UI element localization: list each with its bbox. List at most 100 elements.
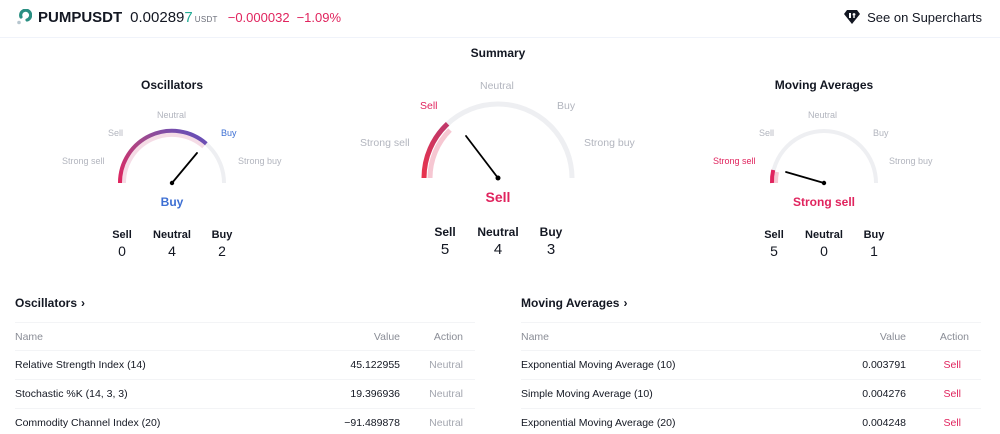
see-on-supercharts-button[interactable]: See on Supercharts — [843, 9, 982, 25]
moving-averages-gauge — [769, 129, 878, 186]
row-value: 0.004248 — [862, 417, 906, 429]
column-name-header: Name — [15, 330, 44, 343]
column-action-header: Action — [939, 330, 969, 343]
row-action: Neutral — [429, 388, 463, 400]
count-label: Sell — [434, 225, 456, 239]
summary-needle — [465, 135, 499, 179]
oscillators-counts: Sell 0 Neutral 4 Buy 2 — [97, 229, 247, 259]
summary-label-neutral: Neutral — [480, 80, 514, 92]
price-change-pct: −1.09% — [296, 10, 342, 25]
table-row: Relative Strength Index (14) 45.122955 N… — [15, 351, 475, 380]
oscillators-needle — [171, 152, 198, 184]
row-action: Sell — [943, 388, 961, 400]
oscillators-table-title: Oscillators — [15, 296, 78, 310]
table-row: Exponential Moving Average (20) 0.004248… — [521, 409, 981, 434]
row-value: 45.122955 — [350, 359, 400, 371]
count-label: Neutral — [477, 225, 519, 239]
moving-averages-needle — [785, 171, 825, 184]
count-label: Sell — [764, 229, 784, 241]
moving-averages-label-neutral: Neutral — [808, 110, 838, 120]
table-row: Stochastic %K (14, 3, 3) 19.396936 Neutr… — [15, 380, 475, 409]
moving-averages-counts: Sell 5 Neutral 0 Buy 1 — [749, 229, 899, 259]
count-label: Neutral — [153, 229, 191, 241]
moving-averages-count-neutral: Neutral 0 — [799, 229, 849, 259]
row-action: Neutral — [429, 359, 463, 371]
summary-count-neutral: Neutral 4 — [472, 225, 525, 258]
row-name: Simple Moving Average (10) — [521, 388, 653, 400]
table-row: Commodity Channel Index (20) −91.489878 … — [15, 409, 475, 434]
column-value-header: Value — [879, 330, 906, 343]
summary-label-strong-buy: Strong buy — [584, 137, 635, 149]
row-name: Exponential Moving Average (20) — [521, 417, 676, 429]
summary-count-buy: Buy 3 — [525, 225, 578, 258]
count-label: Neutral — [805, 229, 843, 241]
table-header-row: Name Value Action — [15, 322, 475, 351]
symbol-name[interactable]: PUMPUSDT — [38, 9, 123, 26]
row-value: 0.004276 — [862, 388, 906, 400]
symbol-info: PUMPUSDT 0.002897 USDT −0.000032 −1.09% — [15, 9, 348, 26]
row-name: Exponential Moving Average (10) — [521, 359, 676, 371]
oscillators-label-sell: Sell — [108, 128, 124, 138]
supercharts-label: See on Supercharts — [867, 9, 982, 25]
chevron-right-icon: › — [623, 296, 628, 310]
table-row: Simple Moving Average (10) 0.004276 Sell — [521, 380, 981, 409]
oscillators-label-buy: Buy — [221, 128, 237, 138]
summary-label-strong-sell: Strong sell — [360, 137, 410, 149]
moving-averages-label-strong-buy: Strong buy — [889, 156, 933, 166]
row-name: Relative Strength Index (14) — [15, 359, 146, 371]
header-bar: PUMPUSDT 0.002897 USDT −0.000032 −1.09% … — [0, 0, 1000, 38]
moving-averages-label-strong-sell: Strong sell — [713, 156, 756, 166]
moving-averages-table-title: Moving Averages — [521, 296, 620, 310]
count-value: 1 — [870, 243, 878, 259]
currency-label: USDT — [194, 15, 218, 24]
count-value: 2 — [218, 243, 226, 259]
price-main: 0.00289 — [130, 9, 185, 26]
summary-title: Summary — [470, 46, 526, 60]
row-action: Sell — [943, 359, 961, 371]
supercharts-icon — [844, 10, 861, 24]
row-name: Stochastic %K (14, 3, 3) — [15, 388, 128, 400]
count-label: Buy — [211, 229, 233, 241]
oscillators-gauge — [117, 128, 226, 186]
count-value: 4 — [168, 243, 176, 259]
summary-result: Sell — [485, 189, 511, 205]
row-action: Neutral — [429, 417, 463, 429]
pump-logo-icon — [17, 9, 32, 25]
oscillators-count-sell: Sell 0 — [97, 229, 147, 259]
row-name: Commodity Channel Index (20) — [15, 417, 161, 429]
summary-count-sell: Sell 5 — [419, 225, 472, 258]
oscillators-count-neutral: Neutral 4 — [147, 229, 197, 259]
moving-averages-count-buy: Buy 1 — [849, 229, 899, 259]
count-value: 0 — [820, 243, 828, 259]
table-row: Exponential Moving Average (10) 0.003791… — [521, 351, 981, 380]
count-value: 0 — [118, 243, 126, 259]
oscillators-table-link[interactable]: Oscillators › — [15, 294, 475, 312]
moving-averages-label-sell: Sell — [759, 128, 775, 138]
count-value: 4 — [493, 241, 503, 258]
count-value: 5 — [770, 243, 778, 259]
moving-averages-count-sell: Sell 5 — [749, 229, 799, 259]
row-value: 19.396936 — [350, 388, 400, 400]
column-name-header: Name — [521, 330, 550, 343]
count-value: 3 — [546, 241, 556, 258]
count-value: 5 — [440, 241, 450, 258]
oscillators-label-neutral: Neutral — [157, 110, 187, 120]
summary-label-sell: Sell — [420, 100, 438, 112]
oscillators-result: Buy — [160, 195, 184, 209]
row-value: −91.489878 — [344, 417, 400, 429]
oscillators-label-strong-sell: Strong sell — [62, 156, 105, 166]
moving-averages-title: Moving Averages — [774, 78, 874, 92]
oscillators-title: Oscillators — [140, 78, 204, 92]
summary-gauge — [421, 101, 575, 181]
summary-counts: Sell 5 Neutral 4 Buy 3 — [419, 225, 578, 258]
table-header-row: Name Value Action — [521, 322, 981, 351]
moving-averages-result: Strong sell — [792, 195, 856, 209]
price-change-abs: −0.000032 — [227, 10, 290, 25]
price-last-digit: 7 — [184, 9, 193, 26]
count-label: Buy — [863, 229, 885, 241]
count-label: Buy — [539, 225, 563, 239]
moving-averages-table-link[interactable]: Moving Averages › — [521, 294, 981, 312]
last-price: 0.002897 — [130, 9, 193, 26]
oscillators-count-buy: Buy 2 — [197, 229, 247, 259]
count-label: Sell — [112, 229, 132, 241]
